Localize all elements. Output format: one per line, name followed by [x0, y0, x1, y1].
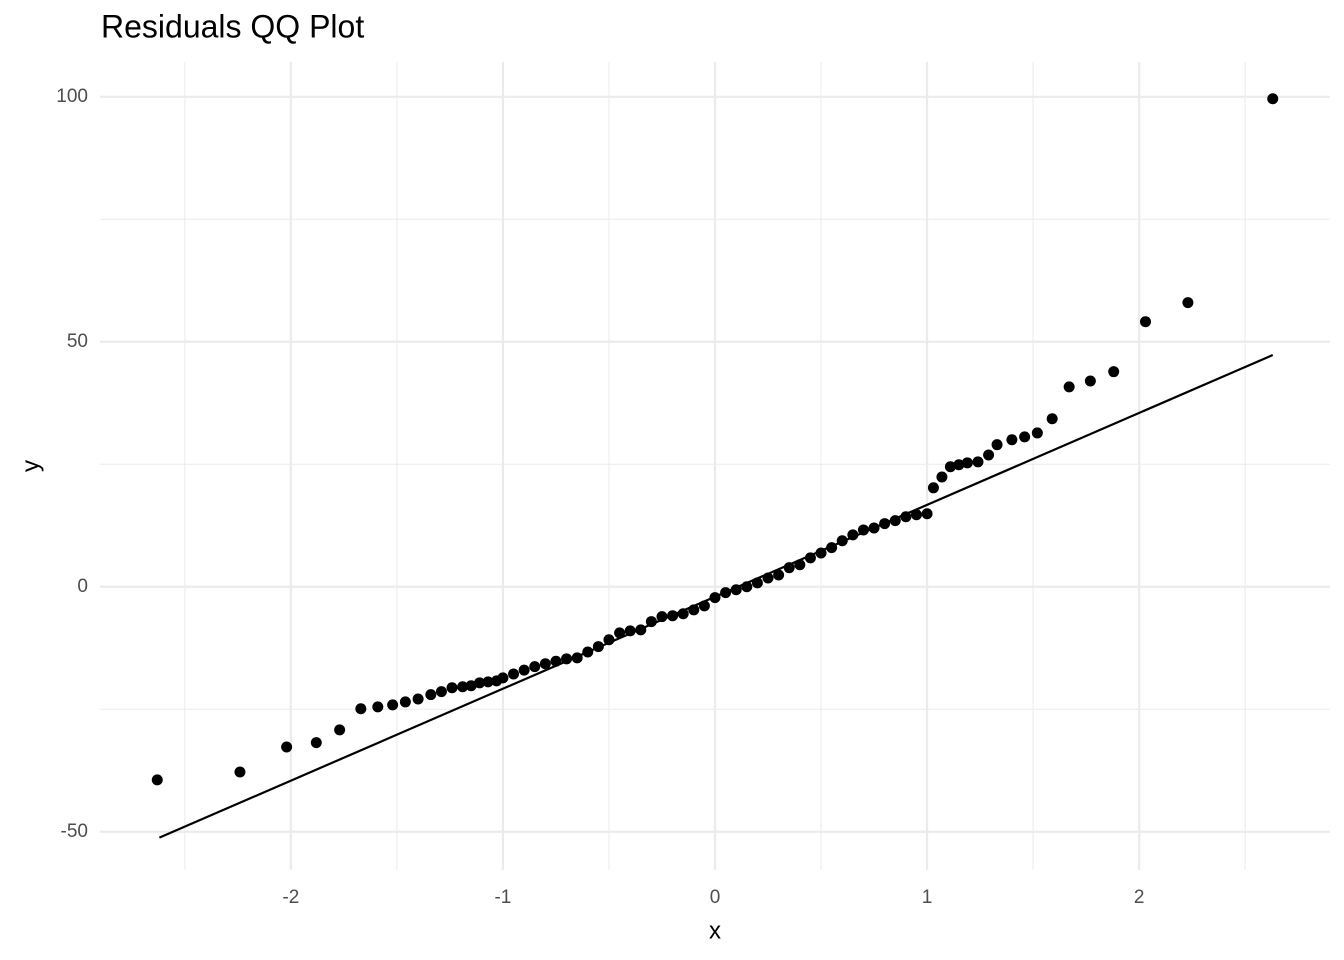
point: [310, 737, 322, 749]
point: [624, 625, 636, 637]
point: [953, 459, 965, 471]
y-axis-label: y: [17, 460, 44, 472]
point: [1267, 93, 1279, 105]
point: [1140, 316, 1151, 328]
point: [857, 524, 869, 536]
x-tick-label: 1: [922, 887, 933, 908]
grid: [100, 62, 1330, 870]
point: [482, 676, 494, 688]
point: [497, 672, 509, 684]
point: [435, 686, 447, 698]
point: [921, 508, 933, 520]
point: [709, 592, 721, 604]
point: [1031, 427, 1043, 439]
point: [698, 600, 710, 612]
point: [571, 652, 583, 664]
y-tick-label: -50: [61, 821, 88, 842]
point: [614, 627, 626, 639]
point: [518, 664, 530, 676]
point: [645, 616, 657, 628]
point: [1084, 375, 1096, 387]
point: [656, 611, 668, 623]
point: [1108, 366, 1120, 378]
point: [1019, 431, 1031, 443]
x-tick-label: 2: [1134, 887, 1145, 908]
point: [539, 658, 551, 670]
point: [372, 701, 384, 713]
point: [720, 587, 732, 599]
point: [399, 696, 411, 708]
point: [561, 653, 573, 665]
point: [826, 542, 838, 554]
y-tick-label: 50: [67, 331, 88, 352]
point: [688, 604, 700, 616]
point: [635, 624, 647, 636]
point: [944, 461, 956, 473]
point: [508, 668, 520, 680]
point: [900, 511, 912, 523]
x-tick-label: -2: [282, 887, 299, 908]
point: [927, 482, 939, 494]
point: [730, 584, 742, 596]
point: [1006, 434, 1018, 446]
point: [603, 634, 615, 646]
point: [910, 509, 922, 521]
point: [446, 682, 458, 694]
point: [592, 641, 604, 653]
point: [983, 449, 995, 461]
chart-title: Residuals QQ Plot: [101, 8, 364, 44]
point: [889, 515, 901, 527]
plot-area: [151, 93, 1279, 839]
x-tick-label: -1: [494, 887, 511, 908]
point: [991, 439, 1003, 451]
point: [582, 646, 594, 658]
point: [1046, 413, 1058, 425]
point: [412, 693, 424, 705]
point: [773, 569, 785, 581]
point: [151, 774, 163, 786]
point: [1063, 381, 1075, 393]
point: [529, 661, 541, 673]
point: [465, 680, 477, 692]
point: [847, 529, 859, 541]
x-tick-label: 0: [710, 887, 721, 908]
point: [783, 562, 795, 574]
point: [355, 703, 367, 715]
point: [815, 547, 827, 559]
y-tick-label: 0: [77, 576, 88, 597]
point: [936, 471, 948, 483]
point: [972, 456, 984, 468]
point: [281, 741, 293, 753]
point: [751, 577, 763, 589]
point: [836, 535, 848, 547]
point: [677, 608, 689, 620]
point: [334, 724, 346, 736]
point: [879, 518, 891, 530]
y-tick-label: 100: [56, 86, 88, 107]
point: [961, 457, 973, 469]
point: [550, 655, 562, 667]
x-axis-label: x: [709, 917, 721, 944]
point: [667, 610, 679, 622]
point: [762, 572, 774, 584]
point: [234, 766, 246, 778]
point: [794, 559, 806, 571]
point: [457, 681, 469, 693]
point: [474, 677, 486, 689]
point: [741, 581, 753, 593]
point: [868, 522, 880, 534]
point: [425, 689, 437, 701]
point: [804, 552, 816, 564]
point: [1182, 297, 1194, 309]
point: [387, 699, 399, 711]
